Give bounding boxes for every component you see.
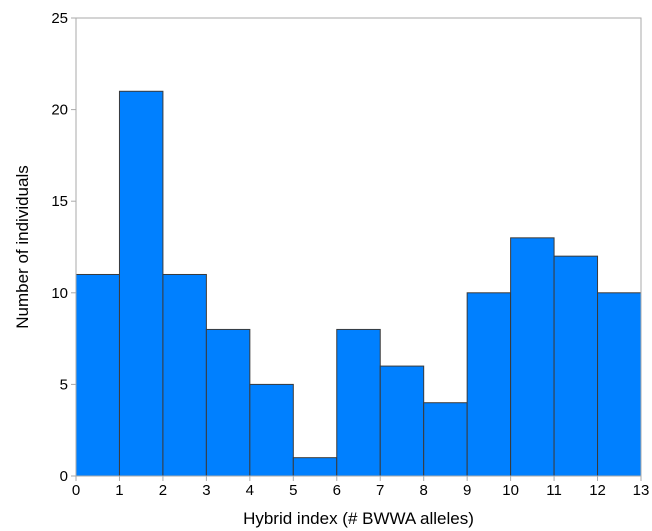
histogram-bar <box>292 457 338 477</box>
y-tick-label: 15 <box>51 193 68 210</box>
x-tick-label: 9 <box>463 482 471 499</box>
histogram-bar <box>75 273 120 477</box>
x-axis-title: Hybrid index (# BWWA alleles) <box>243 509 474 528</box>
y-tick-label: 0 <box>60 468 68 485</box>
x-tick-label: 5 <box>289 482 297 499</box>
x-tick-label: 4 <box>246 482 254 499</box>
x-tick-label: 6 <box>333 482 341 499</box>
x-tick-label: 7 <box>376 482 384 499</box>
y-tick-label: 10 <box>51 285 68 302</box>
histogram-bar <box>249 383 294 477</box>
x-tick-label: 0 <box>72 482 80 499</box>
histogram-bar <box>162 273 207 477</box>
histogram-bar <box>423 402 468 477</box>
x-tick-label: 8 <box>420 482 428 499</box>
x-tick-label: 13 <box>633 482 650 499</box>
x-tick-label: 11 <box>546 482 562 499</box>
x-tick-label: 1 <box>115 482 123 499</box>
histogram-bars <box>75 90 642 477</box>
histogram-bar <box>205 328 251 477</box>
x-tick-label: 12 <box>589 482 606 499</box>
y-tick-label: 5 <box>60 376 68 393</box>
y-tick-label: 25 <box>51 10 68 27</box>
histogram-bar <box>118 90 164 477</box>
y-tick-label: 20 <box>51 102 68 119</box>
x-tick-label: 10 <box>502 482 519 499</box>
histogram-bar <box>510 237 555 477</box>
histogram-bar <box>379 365 425 477</box>
x-tick-label: 2 <box>159 482 167 499</box>
histogram-bar <box>466 292 512 477</box>
histogram-bar <box>597 292 642 477</box>
histogram-bar <box>553 255 599 477</box>
x-tick-label: 3 <box>202 482 210 499</box>
plot-frame <box>75 17 642 477</box>
y-axis-ticks: 0 5 10 15 20 25 <box>51 10 76 485</box>
x-axis-ticks: 0 1 2 3 4 5 6 7 8 9 10 11 12 13 <box>72 476 650 499</box>
histogram-bar <box>336 328 381 477</box>
y-axis-title: Number of individuals <box>13 165 32 328</box>
